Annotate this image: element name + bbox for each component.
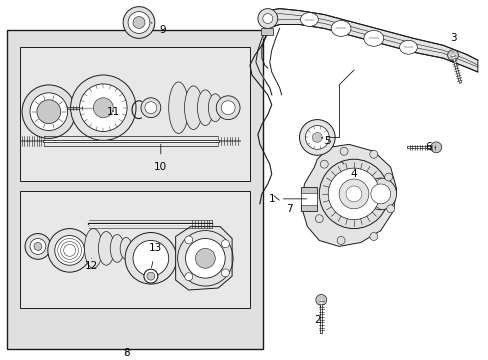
Circle shape	[48, 229, 91, 272]
Text: 12: 12	[84, 258, 98, 271]
Circle shape	[257, 9, 277, 28]
Circle shape	[447, 50, 458, 60]
Circle shape	[144, 102, 157, 114]
Text: 13: 13	[149, 243, 162, 267]
Circle shape	[93, 98, 113, 118]
Bar	[20, 47, 249, 181]
Circle shape	[369, 233, 377, 240]
Circle shape	[315, 294, 326, 305]
Circle shape	[133, 240, 168, 276]
Circle shape	[133, 17, 144, 28]
Circle shape	[22, 85, 76, 138]
Ellipse shape	[168, 82, 188, 134]
Circle shape	[369, 150, 377, 158]
Circle shape	[299, 120, 334, 155]
Circle shape	[327, 168, 379, 220]
Circle shape	[125, 233, 176, 284]
Circle shape	[185, 238, 224, 278]
Ellipse shape	[197, 90, 213, 126]
Circle shape	[336, 237, 345, 244]
Circle shape	[146, 272, 155, 280]
Ellipse shape	[110, 234, 124, 262]
Circle shape	[221, 240, 229, 248]
Polygon shape	[175, 226, 232, 290]
Text: 1: 1	[268, 194, 306, 204]
Text: 10: 10	[154, 144, 167, 172]
Text: 5: 5	[321, 136, 330, 147]
Circle shape	[55, 235, 84, 265]
Text: 3: 3	[449, 33, 455, 52]
Bar	[7, 30, 262, 350]
Circle shape	[384, 173, 392, 181]
Ellipse shape	[98, 231, 114, 265]
Circle shape	[364, 178, 396, 210]
Bar	[260, 28, 272, 35]
Circle shape	[221, 269, 229, 277]
Text: 7: 7	[273, 196, 292, 214]
Text: 8: 8	[122, 348, 129, 359]
Circle shape	[370, 184, 390, 204]
Ellipse shape	[330, 21, 350, 36]
Text: 9: 9	[151, 22, 166, 35]
Circle shape	[346, 186, 361, 202]
Bar	[301, 193, 317, 205]
Ellipse shape	[363, 30, 383, 46]
Circle shape	[25, 234, 51, 259]
Ellipse shape	[184, 86, 202, 130]
Ellipse shape	[399, 40, 417, 54]
Circle shape	[305, 126, 328, 149]
Circle shape	[143, 269, 158, 283]
Circle shape	[195, 248, 215, 268]
Circle shape	[221, 101, 235, 114]
Circle shape	[262, 14, 272, 23]
Text: 6: 6	[424, 142, 435, 152]
Circle shape	[34, 242, 42, 250]
Ellipse shape	[208, 94, 222, 122]
Circle shape	[319, 159, 388, 229]
Circle shape	[216, 96, 240, 120]
Text: 11: 11	[106, 107, 120, 117]
Circle shape	[37, 100, 61, 123]
Polygon shape	[301, 144, 396, 246]
Text: 4: 4	[341, 161, 357, 179]
Circle shape	[123, 6, 155, 39]
Bar	[20, 191, 249, 308]
Circle shape	[30, 93, 67, 130]
Text: 2: 2	[313, 306, 320, 325]
Circle shape	[430, 142, 441, 153]
Circle shape	[128, 12, 149, 33]
Circle shape	[315, 215, 323, 222]
Ellipse shape	[120, 238, 132, 259]
Circle shape	[320, 160, 327, 168]
Circle shape	[340, 147, 347, 155]
Circle shape	[80, 84, 127, 131]
Circle shape	[70, 75, 136, 140]
Polygon shape	[267, 9, 477, 72]
Ellipse shape	[300, 13, 318, 26]
Ellipse shape	[84, 229, 102, 268]
Circle shape	[30, 238, 46, 255]
Circle shape	[339, 179, 368, 209]
Circle shape	[312, 132, 322, 143]
Circle shape	[184, 236, 192, 244]
Circle shape	[141, 98, 161, 118]
Circle shape	[386, 205, 394, 213]
Bar	[301, 187, 317, 211]
Circle shape	[184, 273, 192, 281]
